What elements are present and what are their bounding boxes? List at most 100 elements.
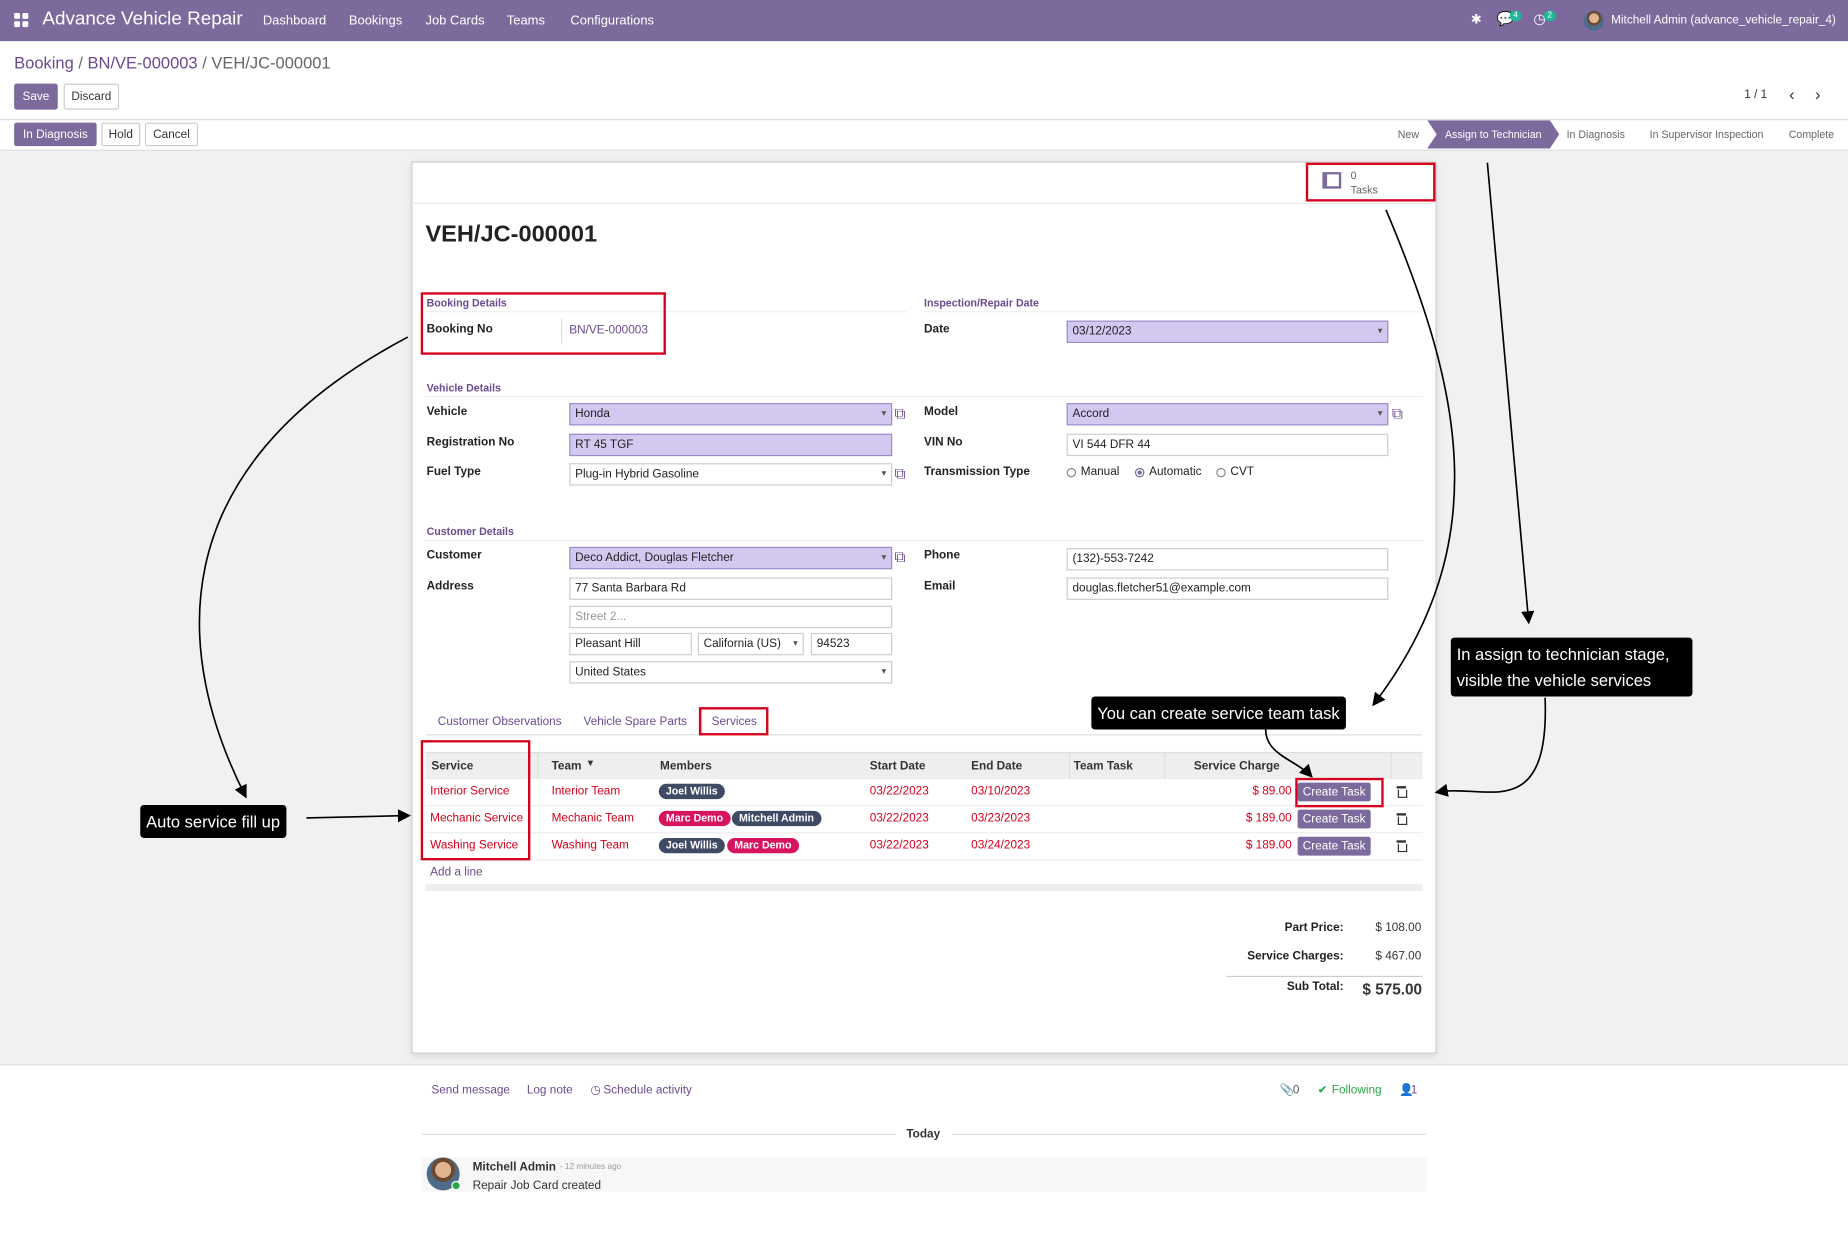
radio-automatic[interactable]: Automatic xyxy=(1134,466,1202,478)
stage-complete[interactable]: Complete xyxy=(1788,128,1835,141)
street2-field[interactable]: Street 2... xyxy=(569,605,893,629)
row-charge[interactable]: $ 89.00 xyxy=(1252,784,1292,798)
row-team[interactable]: Interior Team xyxy=(551,784,621,798)
col-service[interactable]: Service xyxy=(431,759,474,773)
row-end-date[interactable]: 03/24/2023 xyxy=(971,839,1031,853)
pager-value[interactable]: 1 / 1 xyxy=(1744,88,1768,102)
user-menu[interactable]: Mitchell Admin (advance_vehicle_repair_4… xyxy=(1611,14,1836,28)
row-start-date[interactable]: 03/22/2023 xyxy=(869,812,929,825)
row-charge[interactable]: $ 189.00 xyxy=(1245,812,1292,825)
external-link-icon[interactable]: ⧉ xyxy=(1391,404,1403,422)
tasks-count[interactable]: 0 xyxy=(1350,169,1357,182)
followers-icon[interactable]: 👤 xyxy=(1398,1084,1414,1098)
radio-cvt[interactable]: CVT xyxy=(1216,465,1254,479)
city-field[interactable]: Pleasant Hill xyxy=(569,632,692,656)
vehicle-field[interactable]: Honda xyxy=(569,403,893,426)
pager-prev-icon[interactable]: ‹ xyxy=(1789,84,1795,104)
breadcrumb-booking[interactable]: Booking xyxy=(14,53,74,72)
phone-field[interactable]: (132)-553-7242 xyxy=(1066,548,1389,571)
followers-count[interactable]: 1 xyxy=(1410,1084,1418,1098)
table-scrollbar[interactable] xyxy=(425,883,1423,891)
date-field[interactable]: 03/12/2023 xyxy=(1066,320,1389,343)
stage-in-supervisor-inspection[interactable]: In Supervisor Inspection xyxy=(1649,128,1764,141)
external-link-icon[interactable]: ⧉ xyxy=(894,464,906,483)
log-note-button[interactable]: Log note xyxy=(526,1084,573,1098)
row-end-date[interactable]: 03/10/2023 xyxy=(971,784,1031,798)
street-field[interactable]: 77 Santa Barbara Rd xyxy=(569,577,893,600)
add-line-link[interactable]: Add a line xyxy=(430,866,483,880)
stage-assign-to-technician[interactable]: Assign to Technician xyxy=(1427,120,1559,148)
row-start-date[interactable]: 03/22/2023 xyxy=(869,784,929,798)
sort-caret-icon[interactable]: ▼ xyxy=(585,757,596,769)
tab-vehicle-spare-parts[interactable]: Vehicle Spare Parts xyxy=(583,714,687,728)
external-link-icon[interactable]: ⧉ xyxy=(894,404,906,422)
pager-next-icon[interactable]: › xyxy=(1814,84,1821,104)
breadcrumb-booking-no[interactable]: BN/VE-000003 xyxy=(87,53,198,72)
row-charge[interactable]: $ 189.00 xyxy=(1245,839,1292,853)
following-button[interactable]: Following xyxy=(1331,1084,1382,1098)
menu-bookings[interactable]: Bookings xyxy=(348,14,403,29)
trash-icon[interactable] xyxy=(1396,840,1408,853)
app-brand[interactable]: Advance Vehicle Repair xyxy=(42,9,243,30)
menu-configurations[interactable]: Configurations xyxy=(570,14,655,29)
stage-in-diagnosis[interactable]: In Diagnosis xyxy=(1566,128,1625,141)
radio-label: CVT xyxy=(1230,465,1254,479)
annotation-stage: In assign to technician stage, visible t… xyxy=(1450,637,1693,697)
user-avatar[interactable] xyxy=(1583,10,1605,31)
schedule-activity-button[interactable]: Schedule activity xyxy=(603,1084,692,1098)
radio-manual[interactable]: Manual xyxy=(1066,466,1119,478)
col-team-task[interactable]: Team Task xyxy=(1073,759,1133,773)
row-end-date[interactable]: 03/23/2023 xyxy=(971,812,1031,825)
menu-job-cards[interactable]: Job Cards xyxy=(425,14,485,29)
menu-teams[interactable]: Teams xyxy=(506,14,545,29)
in-diagnosis-button[interactable]: In Diagnosis xyxy=(14,122,97,147)
apps-menu-icon[interactable] xyxy=(14,12,29,28)
create-task-button[interactable]: Create Task xyxy=(1297,836,1371,856)
col-start-date[interactable]: Start Date xyxy=(869,759,926,773)
table-row[interactable] xyxy=(425,779,1423,807)
row-team[interactable]: Mechanic Team xyxy=(551,812,634,825)
col-end-date[interactable]: End Date xyxy=(971,759,1023,773)
annotation-auto-fill: Auto service fill up xyxy=(140,804,286,838)
attachment-count[interactable]: 0 xyxy=(1292,1084,1300,1098)
zip-field[interactable]: 94523 xyxy=(810,632,893,656)
debug-bug-icon[interactable]: ✱ xyxy=(1470,12,1482,28)
table-row[interactable] xyxy=(425,833,1423,861)
message-author[interactable]: Mitchell Admin xyxy=(472,1160,556,1174)
fuel-type-field[interactable]: Plug-in Hybrid Gasoline xyxy=(569,463,893,486)
col-members[interactable]: Members xyxy=(659,759,712,773)
stage-new[interactable]: New xyxy=(1397,128,1419,141)
create-task-button[interactable]: Create Task xyxy=(1297,782,1371,802)
col-service-charge[interactable]: Service Charge xyxy=(1193,759,1280,773)
table-row[interactable] xyxy=(425,806,1423,834)
trash-icon[interactable] xyxy=(1396,786,1408,798)
tab-customer-observations[interactable]: Customer Observations xyxy=(437,714,562,728)
create-task-button[interactable]: Create Task xyxy=(1297,809,1371,829)
tab-services[interactable]: Services xyxy=(701,707,768,736)
row-start-date[interactable]: 03/22/2023 xyxy=(869,839,929,853)
row-team[interactable]: Washing Team xyxy=(551,839,629,853)
external-link-icon[interactable]: ⧉ xyxy=(894,548,906,566)
registration-field[interactable]: RT 45 TGF xyxy=(569,433,893,457)
row-service[interactable]: Washing Service xyxy=(430,839,519,853)
paperclip-icon[interactable]: 📎 xyxy=(1279,1084,1295,1098)
tasks-label[interactable]: Tasks xyxy=(1350,183,1378,196)
row-service[interactable]: Mechanic Service xyxy=(430,812,524,825)
email-field[interactable]: douglas.fletcher51@example.com xyxy=(1066,577,1389,600)
model-field[interactable]: Accord xyxy=(1066,403,1389,426)
customer-field[interactable]: Deco Addict, Douglas Fletcher xyxy=(569,546,893,570)
activity-clock-icon[interactable]: ◷ xyxy=(1533,10,1546,28)
trash-icon[interactable] xyxy=(1396,813,1408,825)
row-service[interactable]: Interior Service xyxy=(430,784,510,798)
col-team[interactable]: Team xyxy=(551,759,582,773)
vin-field[interactable]: VI 544 DFR 44 xyxy=(1066,433,1389,457)
save-button[interactable]: Save xyxy=(14,83,58,110)
country-field[interactable]: United States xyxy=(569,661,893,684)
state-field[interactable]: California (US) xyxy=(697,632,804,656)
hold-button[interactable]: Hold xyxy=(101,122,141,147)
booking-no-link[interactable]: BN/VE-000003 xyxy=(569,324,648,338)
send-message-button[interactable]: Send message xyxy=(431,1084,510,1098)
menu-dashboard[interactable]: Dashboard xyxy=(262,14,327,29)
cancel-button[interactable]: Cancel xyxy=(144,122,198,147)
discard-button[interactable]: Discard xyxy=(63,83,120,110)
